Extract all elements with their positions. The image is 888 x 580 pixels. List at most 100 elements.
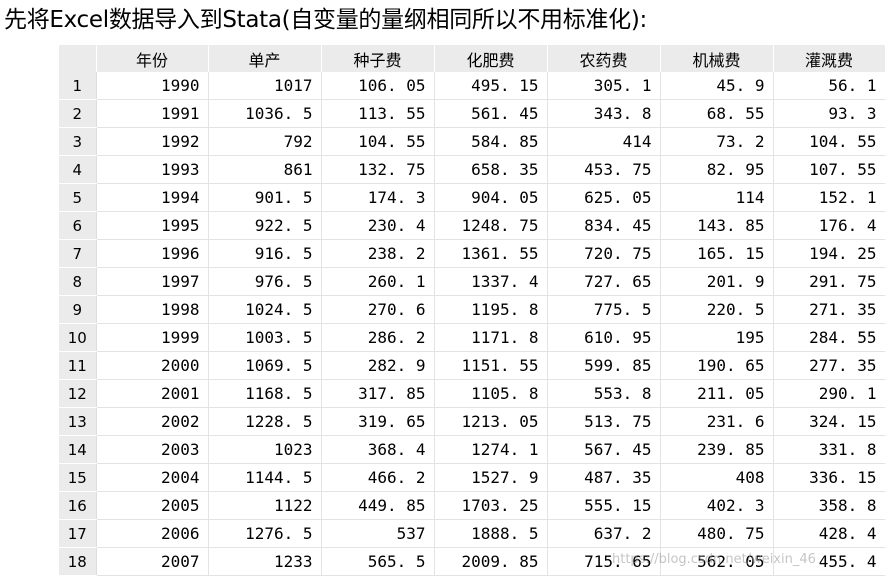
data-cell[interactable]: 555. 15 — [547, 491, 661, 520]
table-row[interactable]: 10 1999 1003. 5 286. 2 1171. 8 610. 95 195 284.… — [59, 323, 885, 352]
column-header[interactable]: 单产 — [208, 45, 322, 72]
data-cell[interactable]: 1105. 8 — [434, 379, 548, 408]
row-index[interactable]: 13 — [59, 407, 97, 436]
data-cell[interactable]: 2004 — [96, 463, 209, 492]
data-cell[interactable]: 286. 2 — [321, 323, 435, 352]
data-cell[interactable]: 455. 4 — [773, 547, 885, 576]
data-cell[interactable]: 195 — [660, 323, 774, 352]
data-cell[interactable]: 513. 75 — [547, 407, 661, 436]
data-cell[interactable]: 104. 55 — [321, 127, 435, 156]
data-cell[interactable]: 113. 55 — [321, 99, 435, 128]
data-cell[interactable]: 282. 9 — [321, 351, 435, 380]
data-cell[interactable]: 584. 85 — [434, 127, 548, 156]
column-header[interactable]: 种子费 — [321, 45, 435, 72]
data-cell[interactable]: 1997 — [96, 267, 209, 296]
column-header[interactable]: 农药费 — [547, 45, 661, 72]
data-cell[interactable]: 1168. 5 — [208, 379, 322, 408]
data-cell[interactable]: 1994 — [96, 183, 209, 212]
data-cell[interactable]: 715. 65 — [547, 547, 661, 576]
corner-cell[interactable] — [59, 45, 97, 72]
data-cell[interactable]: 45. 9 — [660, 72, 774, 100]
row-index[interactable]: 10 — [59, 323, 97, 352]
data-cell[interactable]: 174. 3 — [321, 183, 435, 212]
data-cell[interactable]: 408 — [660, 463, 774, 492]
table-row[interactable]: 7 1996 916. 5 238. 2 1361. 55 720. 75 165. 15 1… — [59, 239, 885, 268]
data-cell[interactable]: 466. 2 — [321, 463, 435, 492]
data-cell[interactable]: 336. 15 — [773, 463, 885, 492]
data-cell[interactable]: 658. 35 — [434, 155, 548, 184]
data-cell[interactable]: 1361. 55 — [434, 239, 548, 268]
row-index[interactable]: 5 — [59, 183, 97, 212]
data-cell[interactable]: 1337. 4 — [434, 267, 548, 296]
data-cell[interactable]: 1023 — [208, 435, 322, 464]
table-row[interactable]: 5 1994 901. 5 174. 3 904. 05 625. 05 114 152. 1 — [59, 183, 885, 212]
row-index[interactable]: 18 — [59, 547, 97, 576]
data-cell[interactable]: 567. 45 — [547, 435, 661, 464]
data-cell[interactable]: 565. 5 — [321, 547, 435, 576]
data-cell[interactable]: 1069. 5 — [208, 351, 322, 380]
data-cell[interactable]: 976. 5 — [208, 267, 322, 296]
data-cell[interactable]: 1233 — [208, 547, 322, 576]
data-cell[interactable]: 331. 8 — [773, 435, 885, 464]
data-cell[interactable]: 2005 — [96, 491, 209, 520]
data-cell[interactable]: 106. 05 — [321, 72, 435, 100]
data-cell[interactable]: 775. 5 — [547, 295, 661, 324]
data-cell[interactable]: 792 — [208, 127, 322, 156]
data-cell[interactable]: 1171. 8 — [434, 323, 548, 352]
data-cell[interactable]: 73. 2 — [660, 127, 774, 156]
column-header[interactable]: 灌溉费 — [773, 45, 885, 72]
data-cell[interactable]: 402. 3 — [660, 491, 774, 520]
data-cell[interactable]: 1992 — [96, 127, 209, 156]
data-cell[interactable]: 1995 — [96, 211, 209, 240]
data-cell[interactable]: 1036. 5 — [208, 99, 322, 128]
column-header[interactable]: 机械费 — [660, 45, 774, 72]
table-row[interactable]: 14 2003 1023 368. 4 1274. 1 567. 45 239. 85 331… — [59, 435, 885, 464]
data-cell[interactable]: 861 — [208, 155, 322, 184]
data-cell[interactable]: 1003. 5 — [208, 323, 322, 352]
data-cell[interactable]: 916. 5 — [208, 239, 322, 268]
data-cell[interactable]: 1151. 55 — [434, 351, 548, 380]
table-row[interactable]: 1 1990 1017 106. 05 495. 15 305. 1 45. 9 56. 1 — [59, 72, 885, 100]
data-cell[interactable]: 610. 95 — [547, 323, 661, 352]
row-index[interactable]: 15 — [59, 463, 97, 492]
row-index[interactable]: 6 — [59, 211, 97, 240]
data-cell[interactable]: 238. 2 — [321, 239, 435, 268]
data-cell[interactable]: 1228. 5 — [208, 407, 322, 436]
data-cell[interactable]: 132. 75 — [321, 155, 435, 184]
data-cell[interactable]: 290. 1 — [773, 379, 885, 408]
data-cell[interactable]: 194. 25 — [773, 239, 885, 268]
data-cell[interactable]: 2006 — [96, 519, 209, 548]
data-cell[interactable]: 56. 1 — [773, 72, 885, 100]
data-cell[interactable]: 1276. 5 — [208, 519, 322, 548]
column-header[interactable]: 年份 — [96, 45, 209, 72]
data-cell[interactable]: 324. 15 — [773, 407, 885, 436]
data-cell[interactable]: 2002 — [96, 407, 209, 436]
data-cell[interactable]: 358. 8 — [773, 491, 885, 520]
data-cell[interactable]: 561. 45 — [434, 99, 548, 128]
data-cell[interactable]: 368. 4 — [321, 435, 435, 464]
data-cell[interactable]: 271. 35 — [773, 295, 885, 324]
row-index[interactable]: 16 — [59, 491, 97, 520]
data-cell[interactable]: 904. 05 — [434, 183, 548, 212]
data-cell[interactable]: 1991 — [96, 99, 209, 128]
data-cell[interactable]: 537 — [321, 519, 435, 548]
data-cell[interactable]: 2001 — [96, 379, 209, 408]
table-row[interactable]: 16 2005 1122 449. 85 1703. 25 555. 15 402. 3 35… — [59, 491, 885, 520]
table-row[interactable]: 9 1998 1024. 5 270. 6 1195. 8 775. 5 220. 5 271… — [59, 295, 885, 324]
table-row[interactable]: 3 1992 792 104. 55 584. 85 414 73. 2 104. 55 — [59, 127, 885, 156]
data-cell[interactable]: 428. 4 — [773, 519, 885, 548]
data-cell[interactable]: 201. 9 — [660, 267, 774, 296]
table-row[interactable]: 11 2000 1069. 5 282. 9 1151. 55 599. 85 190. 6… — [59, 351, 885, 380]
row-index[interactable]: 9 — [59, 295, 97, 324]
table-row[interactable]: 13 2002 1228. 5 319. 65 1213. 05 513. 75 231. … — [59, 407, 885, 436]
data-cell[interactable]: 317. 85 — [321, 379, 435, 408]
data-cell[interactable]: 319. 65 — [321, 407, 435, 436]
data-cell[interactable]: 82. 95 — [660, 155, 774, 184]
data-cell[interactable]: 277. 35 — [773, 351, 885, 380]
table-row[interactable]: 15 2004 1144. 5 466. 2 1527. 9 487. 35 408 336.… — [59, 463, 885, 492]
data-cell[interactable]: 220. 5 — [660, 295, 774, 324]
data-cell[interactable]: 104. 55 — [773, 127, 885, 156]
data-cell[interactable]: 2003 — [96, 435, 209, 464]
row-index[interactable]: 8 — [59, 267, 97, 296]
data-cell[interactable]: 114 — [660, 183, 774, 212]
